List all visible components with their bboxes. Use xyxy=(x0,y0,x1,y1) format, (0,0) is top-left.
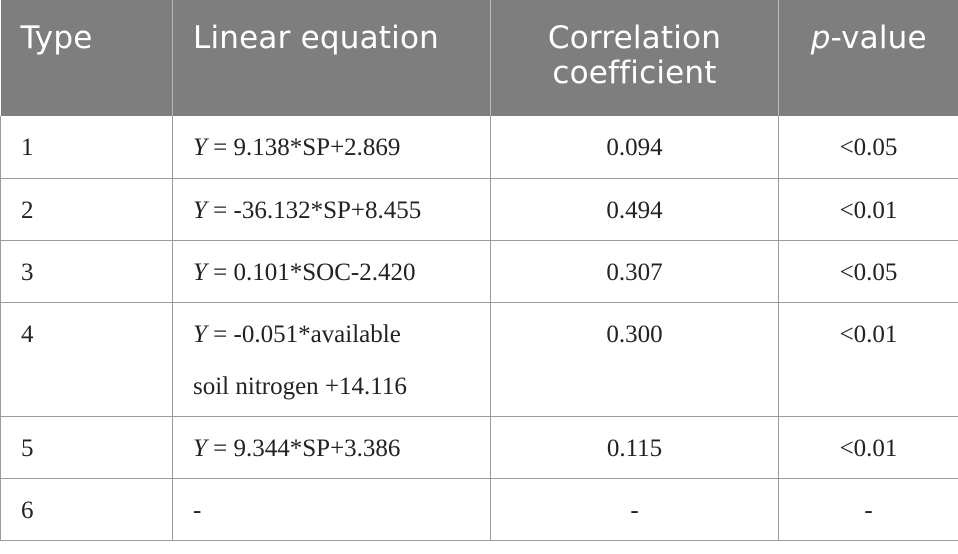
table-row: 1 Y = 9.138*SP+2.869 0.094 <0.05 xyxy=(0,116,958,179)
table-row: 6 - - - xyxy=(0,478,958,541)
cell-p-value: <0.05 xyxy=(778,240,958,303)
eq-line2: soil nitrogen +14.116 xyxy=(193,372,407,400)
cell-p-value: <0.05 xyxy=(778,116,958,179)
eq-rest: = -0.051*available xyxy=(206,320,401,348)
header-type: Type xyxy=(0,0,173,116)
cell-equation: Y = -0.051*available soil nitrogen +14.11… xyxy=(172,302,491,417)
cell-p-value: <0.01 xyxy=(778,302,958,417)
eq-y-symbol: Y xyxy=(193,434,207,462)
cell-equation: Y = 9.138*SP+2.869 xyxy=(172,116,491,179)
eq-rest: = -36.132*SP+8.455 xyxy=(206,196,422,224)
cell-equation: Y = 9.344*SP+3.386 xyxy=(172,416,491,479)
eq-rest: = 9.138*SP+2.869 xyxy=(206,134,401,161)
cell-correlation: 0.300 xyxy=(490,302,779,417)
header-correlation-coefficient: Correlation coefficient xyxy=(490,0,779,116)
header-p-symbol: p xyxy=(810,20,831,56)
cell-correlation: 0.307 xyxy=(490,240,779,303)
header-p-suffix: -value xyxy=(830,20,927,56)
cell-type: 4 xyxy=(0,302,173,417)
cell-correlation: 0.494 xyxy=(490,178,779,241)
cell-type: 2 xyxy=(0,178,173,241)
cell-type: 1 xyxy=(0,116,173,179)
eq-y-symbol: Y xyxy=(193,134,207,161)
cell-type: 3 xyxy=(0,240,173,303)
eq-y-symbol: Y xyxy=(193,320,207,348)
cell-correlation: 0.094 xyxy=(490,116,779,179)
eq-y-symbol: Y xyxy=(193,258,207,286)
table-row: 3 Y = 0.101*SOC-2.420 0.307 <0.05 xyxy=(0,240,958,303)
header-p-value: p-value xyxy=(778,0,958,116)
eq-rest: = 9.344*SP+3.386 xyxy=(206,434,401,462)
cell-type: 5 xyxy=(0,416,173,479)
header-row: Type Linear equation Correlation coeffic… xyxy=(0,0,958,116)
table-header: Type Linear equation Correlation coeffic… xyxy=(0,0,958,116)
table-row: 4 Y = -0.051*available soil nitrogen +14.… xyxy=(0,302,958,417)
cell-equation: Y = 0.101*SOC-2.420 xyxy=(172,240,491,303)
cell-type: 6 xyxy=(0,478,173,541)
cell-p-value: <0.01 xyxy=(778,416,958,479)
cell-equation: - xyxy=(172,478,491,541)
cell-p-value: - xyxy=(778,478,958,541)
header-linear-equation: Linear equation xyxy=(172,0,491,116)
table-row: 2 Y = -36.132*SP+8.455 0.494 <0.01 xyxy=(0,178,958,241)
cell-correlation: - xyxy=(490,478,779,541)
eq-y-symbol: Y xyxy=(193,196,207,224)
eq-rest: = 0.101*SOC-2.420 xyxy=(206,258,416,286)
table-body: 1 Y = 9.138*SP+2.869 0.094 <0.05 2 Y = -… xyxy=(0,116,958,541)
regression-table: Type Linear equation Correlation coeffic… xyxy=(0,0,958,541)
table-row: 5 Y = 9.344*SP+3.386 0.115 <0.01 xyxy=(0,416,958,479)
cell-equation: Y = -36.132*SP+8.455 xyxy=(172,178,491,241)
cell-correlation: 0.115 xyxy=(490,416,779,479)
cell-p-value: <0.01 xyxy=(778,178,958,241)
